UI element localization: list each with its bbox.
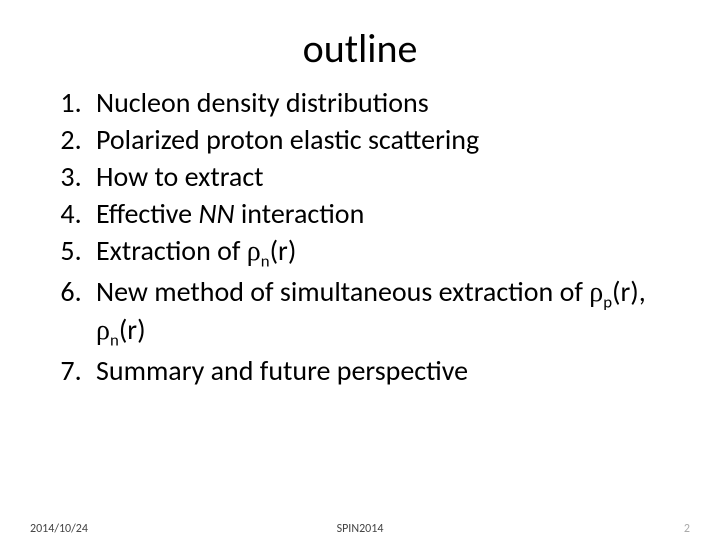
rho-symbol: ρ [247, 236, 261, 267]
list-item: New method of simultaneous extraction of… [88, 274, 680, 351]
subscript-p: p [603, 291, 612, 312]
item-text: New method of simultaneous extraction of [96, 274, 589, 309]
of-r: (r) [612, 274, 639, 309]
list-item: Polarized proton elastic scattering [88, 122, 680, 157]
slide-title: outline [0, 0, 720, 85]
of-r: (r) [119, 312, 146, 347]
footer-venue: SPIN2014 [0, 522, 720, 536]
item-text: Summary and future perspective [96, 353, 468, 388]
footer-page-number: 2 [684, 522, 690, 536]
rho-symbol: ρ [96, 315, 110, 346]
item-text: Extraction of [96, 233, 247, 268]
subscript-n: n [110, 330, 119, 351]
item-text: Effective [96, 196, 198, 231]
comma: , [639, 274, 646, 309]
outline-list-container: Nucleon density distributions Polarized … [0, 85, 720, 388]
list-item: Summary and future perspective [88, 353, 680, 388]
list-item: Effective NN interaction [88, 196, 680, 231]
rho-symbol: ρ [589, 277, 603, 308]
item-text: Nucleon density distributions [96, 85, 429, 120]
list-item: Nucleon density distributions [88, 85, 680, 120]
item-text: interaction [235, 196, 365, 231]
list-item: Extraction of ρn(r) [88, 233, 680, 272]
outline-list: Nucleon density distributions Polarized … [40, 85, 680, 388]
item-text: Polarized proton elastic scattering [96, 122, 479, 157]
slide: outline Nucleon density distributions Po… [0, 0, 720, 540]
subscript-n: n [261, 251, 270, 272]
nn-italic: NN [198, 196, 234, 231]
list-item: How to extract [88, 159, 680, 194]
of-r: (r) [270, 233, 297, 268]
item-text: How to extract [96, 159, 264, 194]
